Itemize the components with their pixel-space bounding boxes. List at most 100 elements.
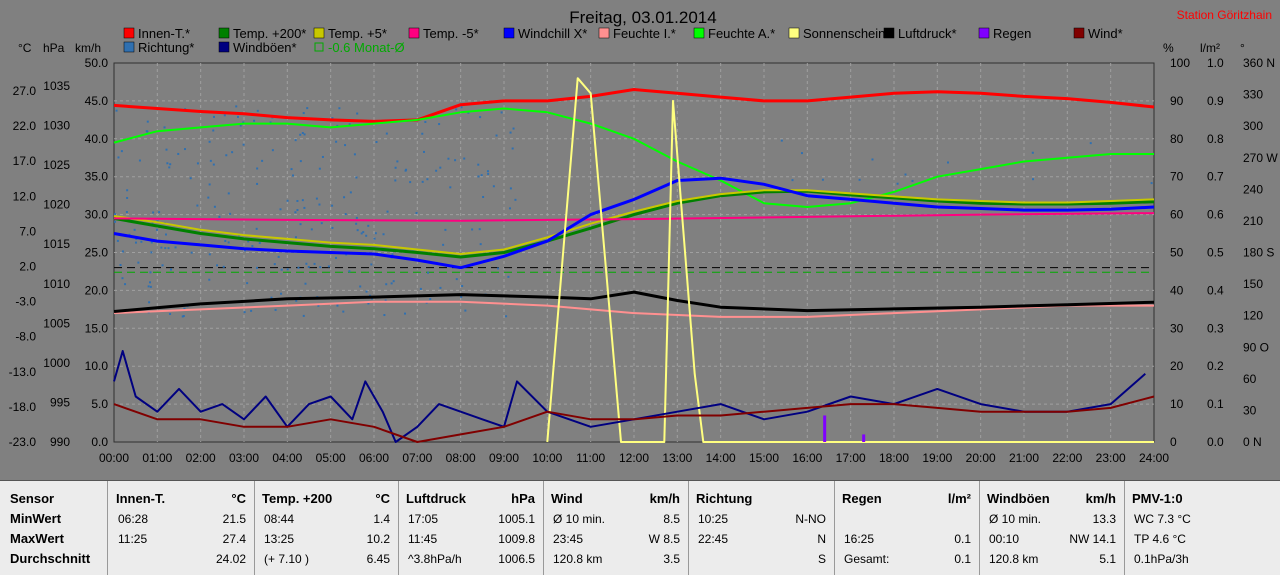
direction-point bbox=[946, 161, 949, 164]
direction-point bbox=[270, 296, 273, 299]
legend-swatch bbox=[314, 42, 324, 52]
axis-tick-time: 04:00 bbox=[272, 451, 302, 465]
column-title: PMV-1:0 bbox=[1132, 491, 1183, 506]
direction-point bbox=[305, 262, 308, 265]
direction-point bbox=[224, 239, 227, 242]
column-header: Temp. +200 °C bbox=[262, 491, 390, 506]
series-temp-5 bbox=[113, 212, 1155, 222]
legend-swatch bbox=[313, 27, 325, 39]
direction-point bbox=[290, 168, 293, 171]
direction-point bbox=[355, 176, 358, 179]
direction-point bbox=[439, 286, 442, 289]
cell-value: 21.5 bbox=[222, 512, 246, 526]
direction-point bbox=[512, 127, 515, 130]
axis-tick-time: 13:00 bbox=[662, 451, 692, 465]
direction-point bbox=[229, 212, 232, 215]
direction-point bbox=[251, 245, 254, 248]
direction-point bbox=[355, 222, 358, 225]
direction-point bbox=[208, 183, 211, 186]
column-unit: l/m² bbox=[947, 491, 971, 506]
axis-tick-time: 24:00 bbox=[1139, 451, 1169, 465]
direction-point bbox=[184, 148, 187, 151]
direction-point bbox=[338, 107, 341, 110]
direction-point bbox=[306, 107, 309, 110]
cell-value: 1005.1 bbox=[498, 512, 535, 526]
legend: Innen-T.* Temp. +200* Temp. +5* Temp. -5* Wi… bbox=[123, 26, 1123, 55]
direction-point bbox=[218, 215, 221, 218]
legend-label: -0.6 Monat-Ø bbox=[328, 40, 405, 55]
direction-point bbox=[216, 264, 219, 267]
direction-point bbox=[294, 139, 297, 142]
direction-point bbox=[409, 181, 412, 184]
legend-label: Feuchte A.* bbox=[708, 26, 775, 41]
direction-point bbox=[344, 144, 347, 147]
axis-tick-temp: 2.0 bbox=[19, 260, 36, 274]
column-title: Windböen bbox=[987, 491, 1050, 506]
legend-label: Wind* bbox=[1088, 26, 1123, 41]
cell-value: 1.4 bbox=[373, 512, 390, 526]
cell-time: 10:25 bbox=[698, 512, 729, 526]
direction-point bbox=[303, 133, 306, 136]
axis-tick-temp: -13.0 bbox=[9, 365, 37, 379]
direction-point bbox=[138, 159, 141, 162]
direction-point bbox=[292, 174, 295, 177]
direction-point bbox=[146, 120, 149, 123]
label-min: MinWert bbox=[10, 511, 62, 526]
cell-time: ^3.8hPa/h bbox=[408, 552, 462, 566]
direction-point bbox=[164, 247, 167, 250]
direction-point bbox=[404, 169, 407, 172]
legend-swatch bbox=[883, 27, 895, 39]
table-row: 11:25 27.4 bbox=[114, 532, 246, 550]
axis-tick-rain_lm2: 0.9 bbox=[1207, 94, 1224, 108]
direction-point bbox=[435, 169, 438, 172]
series-feuchte-i bbox=[113, 300, 1154, 318]
direction-point bbox=[299, 223, 302, 226]
direction-point bbox=[134, 241, 137, 244]
cell-value: 0.1 bbox=[954, 532, 971, 546]
direction-point bbox=[359, 285, 362, 288]
direction-point bbox=[231, 151, 234, 154]
direction-point bbox=[182, 315, 185, 318]
direction-point bbox=[250, 309, 253, 312]
direction-point bbox=[426, 178, 429, 181]
cell-value: 8.5 bbox=[663, 512, 680, 526]
direction-point bbox=[385, 283, 388, 286]
row-label-column: Sensor MinWert MaxWert Durchschnitt bbox=[0, 481, 108, 575]
direction-point bbox=[821, 178, 824, 181]
axis-tick-direction_deg: 210 bbox=[1243, 214, 1263, 228]
direction-point bbox=[492, 185, 495, 188]
legend-swatch bbox=[123, 41, 135, 53]
direction-point bbox=[334, 256, 337, 259]
axis-tick-temp: -8.0 bbox=[15, 330, 36, 344]
cell-time: (+ 7.10 ) bbox=[264, 552, 310, 566]
direction-point bbox=[353, 153, 356, 156]
unit-temp: °C bbox=[18, 41, 32, 55]
direction-point bbox=[500, 111, 503, 114]
direction-point bbox=[461, 285, 464, 288]
direction-point bbox=[149, 281, 152, 284]
axis-tick-temp: 17.0 bbox=[13, 154, 37, 168]
direction-point bbox=[386, 210, 389, 213]
direction-point bbox=[482, 195, 485, 198]
direction-point bbox=[114, 213, 117, 216]
direction-point bbox=[442, 243, 445, 246]
axis-tick-time: 21:00 bbox=[1009, 451, 1039, 465]
direction-point bbox=[911, 179, 914, 182]
table-row: Ø 10 min. 13.3 bbox=[985, 512, 1116, 530]
label-avg: Durchschnitt bbox=[10, 551, 91, 566]
direction-point bbox=[348, 270, 351, 273]
direction-point bbox=[126, 189, 129, 192]
axis-tick-time: 03:00 bbox=[229, 451, 259, 465]
axis-tick-temp: 12.0 bbox=[13, 189, 37, 203]
axis-tick-direction_deg: 330 bbox=[1243, 88, 1263, 102]
direction-point bbox=[896, 182, 899, 185]
reference-lines bbox=[114, 267, 1154, 273]
cell-time: 11:25 bbox=[118, 532, 148, 546]
direction-point bbox=[507, 275, 510, 278]
axis-tick-rain_lm2: 0.8 bbox=[1207, 132, 1224, 146]
series-luftdruck bbox=[113, 290, 1155, 313]
direction-point bbox=[367, 224, 370, 227]
direction-point bbox=[356, 112, 359, 115]
cell-time: 00:10 bbox=[989, 532, 1020, 546]
direction-point bbox=[479, 243, 482, 246]
